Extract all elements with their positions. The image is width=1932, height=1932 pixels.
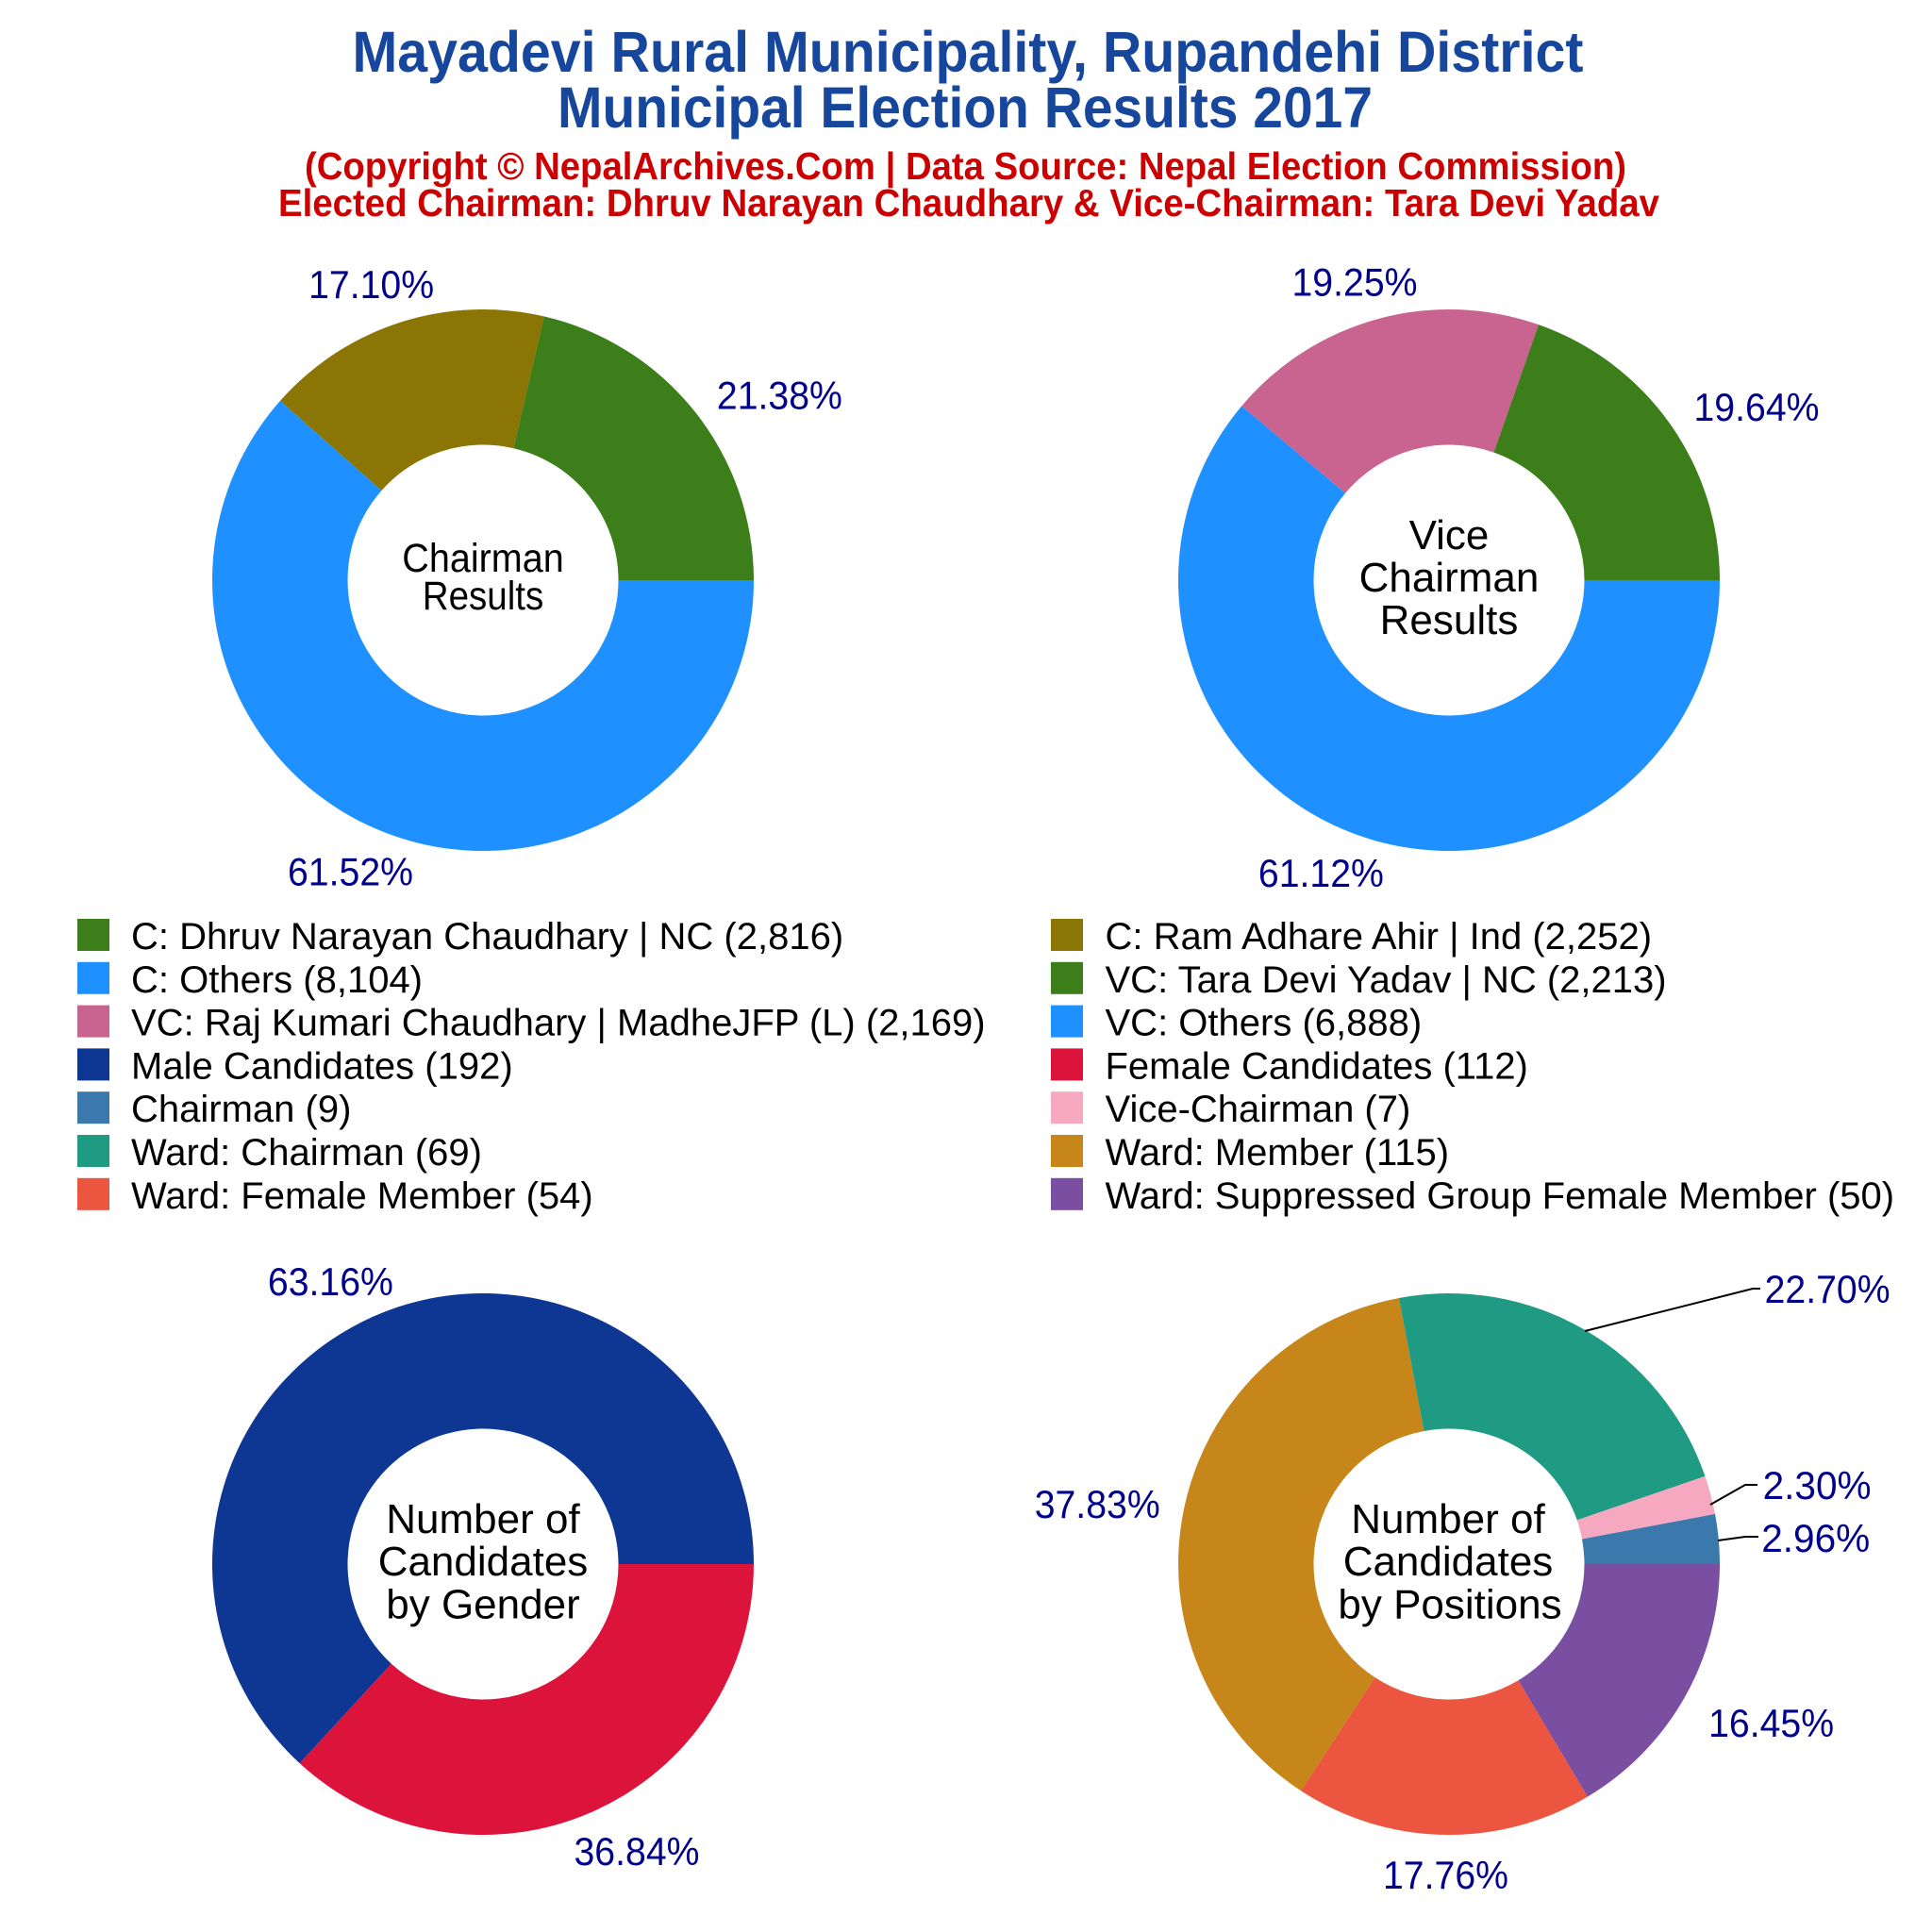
svg-text:Vice: Vice [1409,512,1490,558]
svg-text:Chairman (9): Chairman (9) [131,1089,351,1130]
svg-text:Ward: Chairman (69): Ward: Chairman (69) [131,1132,482,1174]
svg-text:Mayadevi Rural Municipality, R: Mayadevi Rural Municipality, Rupandehi D… [353,20,1584,84]
svg-text:VC: Tara Devi Yadav | NC (2,21: VC: Tara Devi Yadav | NC (2,213) [1106,959,1667,1001]
svg-text:Ward: Member (115): Ward: Member (115) [1106,1132,1450,1174]
svg-text:Chairman: Chairman [1359,555,1540,601]
svg-text:Results: Results [1380,597,1519,643]
svg-text:Elected Chairman: Dhruv Naraya: Elected Chairman: Dhruv Narayan Chaudhar… [278,181,1659,225]
svg-text:Vice-Chairman (7): Vice-Chairman (7) [1106,1089,1411,1130]
svg-text:21.38%: 21.38% [717,374,842,418]
svg-text:Municipal Election Results 201: Municipal Election Results 2017 [558,75,1373,140]
svg-text:Ward: Suppressed Group Female: Ward: Suppressed Group Female Member (50… [1106,1175,1895,1217]
svg-text:36.84%: 36.84% [575,1829,700,1874]
svg-text:19.25%: 19.25% [1292,259,1418,304]
svg-text:Ward: Female Member (54): Ward: Female Member (54) [131,1175,593,1217]
svg-text:C: Dhruv Narayan Chaudhary | N: C: Dhruv Narayan Chaudhary | NC (2,816) [131,916,843,958]
svg-text:17.10%: 17.10% [308,262,434,307]
svg-text:C: Others (8,104): C: Others (8,104) [131,959,423,1001]
svg-text:by Gender: by Gender [386,1582,579,1628]
svg-text:VC: Others (6,888): VC: Others (6,888) [1106,1003,1423,1044]
svg-text:Candidates: Candidates [1343,1539,1554,1585]
svg-text:17.76%: 17.76% [1383,1853,1508,1897]
svg-text:2.30%: 2.30% [1763,1463,1872,1507]
svg-text:63.16%: 63.16% [268,1259,393,1304]
svg-text:(Copyright © NepalArchives.Com: (Copyright © NepalArchives.Com | Data So… [305,144,1626,188]
svg-text:37.83%: 37.83% [1035,1482,1160,1526]
svg-text:Results: Results [423,574,544,619]
svg-text:2.96%: 2.96% [1761,1516,1870,1560]
svg-text:VC: Raj Kumari Chaudhary | Mad: VC: Raj Kumari Chaudhary | MadheJFP (L) … [131,1003,986,1044]
svg-text:Candidates: Candidates [378,1539,589,1585]
svg-text:19.64%: 19.64% [1694,385,1820,429]
svg-text:by Positions: by Positions [1338,1582,1561,1628]
svg-text:61.12%: 61.12% [1258,851,1384,895]
svg-text:Chairman: Chairman [402,536,564,581]
svg-text:61.52%: 61.52% [288,849,413,893]
svg-text:Number of: Number of [386,1496,580,1542]
svg-text:22.70%: 22.70% [1765,1267,1890,1311]
svg-text:Male Candidates (192): Male Candidates (192) [131,1045,513,1087]
svg-text:C: Ram Adhare Ahir | Ind (2,25: C: Ram Adhare Ahir | Ind (2,252) [1106,916,1653,958]
svg-text:Number of: Number of [1351,1496,1545,1542]
svg-text:Female Candidates (112): Female Candidates (112) [1106,1045,1528,1087]
svg-text:16.45%: 16.45% [1708,1701,1834,1745]
